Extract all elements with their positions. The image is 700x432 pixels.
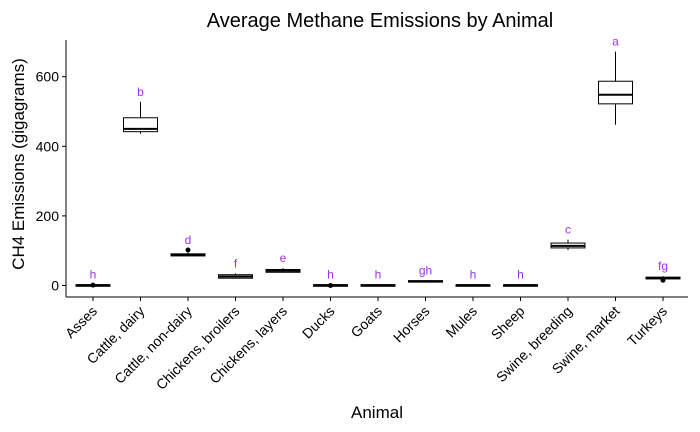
significance-letter: c (565, 223, 571, 237)
chart-title: Average Methane Emissions by Animal (207, 10, 553, 32)
y-tick-label: 400 (36, 138, 60, 154)
significance-letter: h (470, 267, 477, 281)
y-tick-label: 600 (36, 69, 60, 85)
significance-letter: f (234, 256, 238, 270)
x-tick-label: Horses (390, 303, 433, 346)
significance-letter: b (137, 85, 144, 99)
y-tick-label: 200 (36, 208, 60, 224)
significance-letter: h (327, 267, 334, 281)
x-tick-label: Sheep (488, 303, 528, 343)
x-tick-label: Goats (347, 303, 385, 341)
outlier-point (328, 283, 333, 288)
x-tick-label: Asses (62, 303, 100, 341)
x-tick-label: Ducks (299, 303, 338, 342)
x-tick-label: Mules (442, 303, 480, 341)
significance-letter: a (612, 35, 619, 49)
significance-letter: e (280, 251, 287, 265)
significance-letter: gh (419, 263, 432, 277)
y-tick-label: 0 (51, 278, 59, 294)
outlier-point (185, 247, 191, 253)
outlier-point (660, 277, 666, 283)
significance-letter: fg (658, 259, 668, 273)
significance-letter: h (517, 267, 524, 281)
y-axis-title: CH4 Emissions (gigagrams) (9, 58, 28, 270)
x-axis-title: Animal (351, 403, 403, 422)
outlier-point (90, 282, 96, 288)
x-tick-label: Chickens, broilers (153, 303, 243, 393)
significance-letter: h (375, 267, 382, 281)
significance-letter: h (90, 267, 97, 281)
significance-letter: d (185, 233, 192, 247)
x-tick-label: Turkeys (624, 303, 670, 349)
box (598, 80, 633, 105)
